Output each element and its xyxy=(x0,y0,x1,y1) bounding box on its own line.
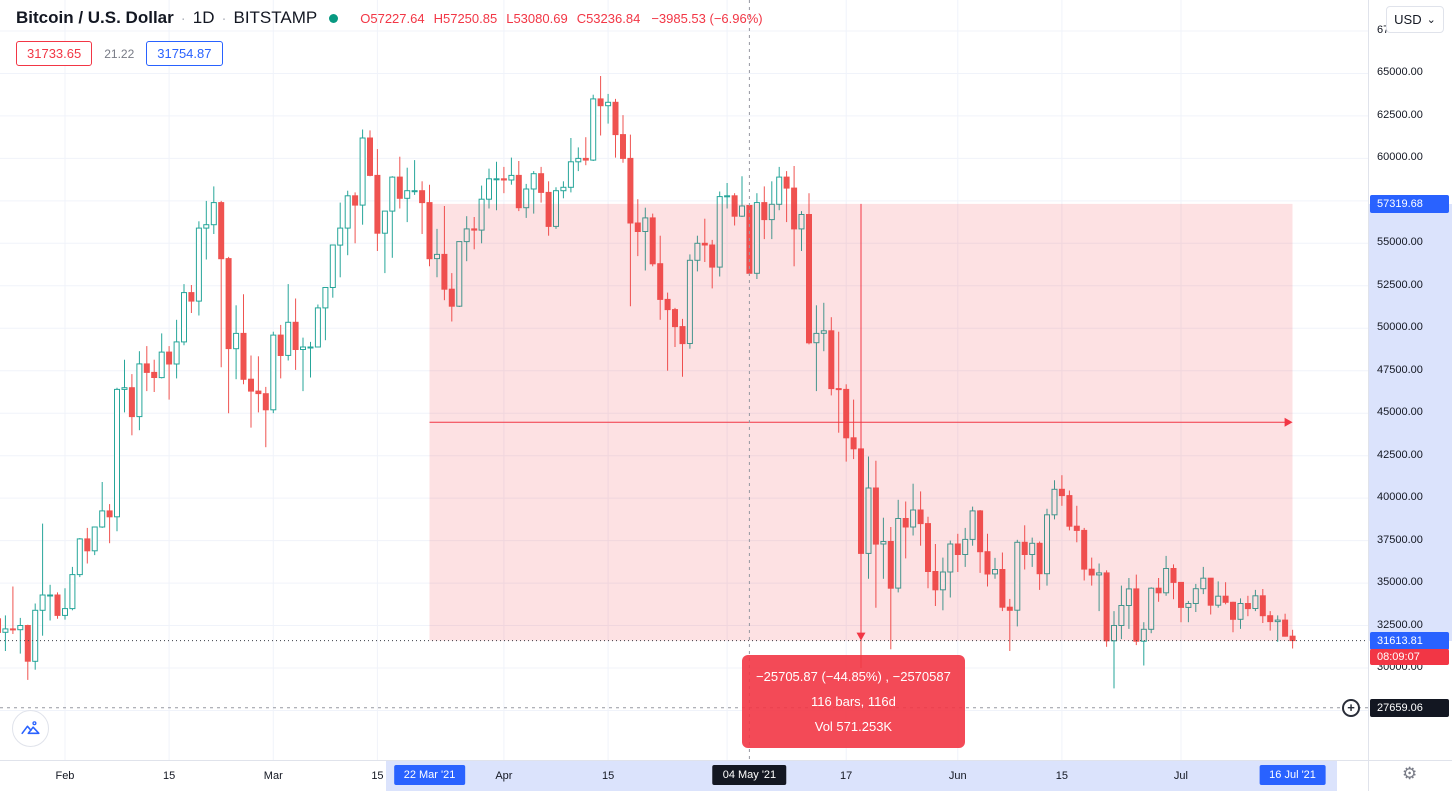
tradingview-logo[interactable] xyxy=(12,710,49,747)
price-tick-label: 32500.00 xyxy=(1377,618,1423,631)
time-tick-label: 15 xyxy=(371,770,384,782)
price-tick-label: 35000.00 xyxy=(1377,576,1423,589)
price-axis-selection-band xyxy=(1369,203,1452,641)
time-tick-label: Apr xyxy=(495,770,513,782)
time-axis-chip: 04 May '21 xyxy=(712,765,787,785)
time-axis-selection-band xyxy=(385,761,1337,791)
time-axis-chip: 22 Mar '21 xyxy=(393,765,466,785)
symbol-title[interactable]: Bitcoin / U.S. Dollar xyxy=(16,8,174,27)
price-tick-label: 40000.00 xyxy=(1377,491,1423,504)
price-tick-label: 37500.00 xyxy=(1377,533,1423,546)
chevron-down-icon: ⌄ xyxy=(1426,13,1436,26)
price-tick-label: 60000.00 xyxy=(1377,151,1423,164)
time-axis[interactable]: Feb 15 Mar 15 Apr 15 17 Jun 15 Jul 22 Mar '21 04 Ma… xyxy=(0,760,1368,791)
price-tick-label: 62500.00 xyxy=(1377,108,1423,121)
add-alert-plus-icon[interactable]: + xyxy=(1342,698,1360,717)
settings-gear-icon[interactable]: ⚙ xyxy=(1402,764,1418,783)
price-axis-chip: 27659.06 xyxy=(1370,698,1449,717)
price-change: −3985.53 (−6.96%) xyxy=(651,10,763,26)
currency-label: USD xyxy=(1394,12,1422,27)
spread-value: 21.22 xyxy=(104,46,135,61)
price-tick-label: 52500.00 xyxy=(1377,278,1423,291)
measure-tooltip-volume: Vol 571.253K xyxy=(814,718,893,734)
axis-corner: ⚙ xyxy=(1368,760,1452,791)
price-tick-label: 45000.00 xyxy=(1377,406,1423,419)
measure-tooltip-bars: 116 bars, 116d xyxy=(811,693,896,709)
ohlc-readout: O57227.64 H57250.85 L53080.69 C53236.84 … xyxy=(360,11,762,26)
time-tick-label: 15 xyxy=(1055,770,1069,782)
candlestick-chart[interactable] xyxy=(0,0,1368,760)
symbol-header: Bitcoin / U.S. Dollar · 1D · BITSTAMP O5… xyxy=(16,8,763,28)
time-tick-label: Jul xyxy=(1173,770,1188,782)
price-axis[interactable]: 67500.0065000.0062500.0060000.0057500.00… xyxy=(1368,0,1452,760)
price-tick-label: 65000.00 xyxy=(1377,66,1423,79)
time-tick-label: Jun xyxy=(948,770,967,782)
interval-selector[interactable]: 1D xyxy=(192,8,215,27)
currency-toggle-button[interactable]: USD ⌄ xyxy=(1386,6,1444,33)
ohlc-low: L53080.69 xyxy=(506,10,568,26)
price-tick-label: 47500.00 xyxy=(1377,363,1423,376)
price-tick-label: 42500.00 xyxy=(1377,448,1423,461)
time-tick-label: 15 xyxy=(162,770,176,782)
ohlc-open: O57227.64 xyxy=(360,10,425,26)
time-tick-label: Feb xyxy=(55,770,75,782)
price-axis-chip: 08:09:07 xyxy=(1370,648,1449,665)
price-tick-label: 50000.00 xyxy=(1377,321,1423,334)
ask-price-button[interactable]: 31754.87 xyxy=(146,41,223,66)
measure-tooltip: −25705.87 (−44.85%) , −2570587 116 bars,… xyxy=(742,654,965,748)
measure-tooltip-change: −25705.87 (−44.85%) , −2570587 xyxy=(756,668,951,684)
price-tick-label: 55000.00 xyxy=(1377,236,1423,249)
mountain-chart-icon xyxy=(21,721,40,735)
bid-price-button[interactable]: 31733.65 xyxy=(16,41,93,66)
time-tick-label: 15 xyxy=(601,770,615,782)
exchange-name[interactable]: BITSTAMP xyxy=(233,8,318,27)
price-axis-chip: 57319.68 xyxy=(1370,194,1449,213)
time-axis-chip: 16 Jul '21 xyxy=(1259,765,1326,785)
ohlc-high: H57250.85 xyxy=(433,10,498,26)
quote-row: 31733.65 21.22 31754.87 xyxy=(16,41,223,66)
separator: · xyxy=(221,9,227,27)
ohlc-close: C53236.84 xyxy=(576,10,641,26)
time-tick-label: Mar xyxy=(263,770,283,782)
price-axis-chip: 31613.81 xyxy=(1370,631,1449,650)
market-status-icon xyxy=(329,13,339,23)
time-tick-label: 17 xyxy=(840,770,853,782)
separator: · xyxy=(180,9,186,27)
